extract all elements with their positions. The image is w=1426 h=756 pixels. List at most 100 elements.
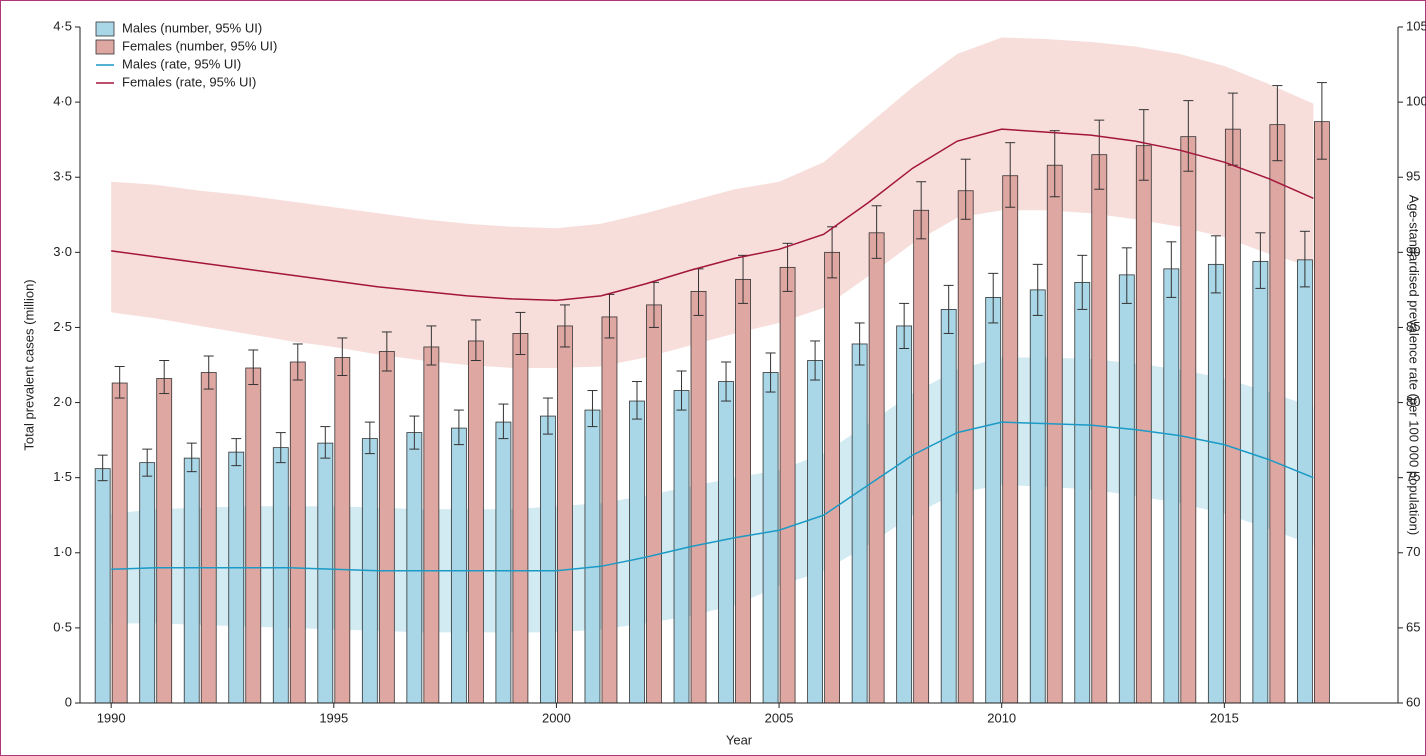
- bar: [289, 361, 306, 704]
- error-bar: [1121, 247, 1132, 304]
- error-bar: [159, 359, 170, 395]
- error-bar: [676, 370, 687, 411]
- error-bar: [97, 454, 108, 482]
- y-tick-label: 1·0: [53, 544, 72, 559]
- bar: [272, 447, 289, 704]
- error-bar: [381, 331, 392, 372]
- error-bar: [1094, 119, 1105, 190]
- bar: [913, 209, 930, 704]
- bar: [512, 333, 529, 704]
- error-bar: [559, 304, 570, 348]
- y-tick-label: 3·0: [53, 244, 72, 259]
- error-bar: [782, 242, 793, 292]
- x-tick-label: 1990: [97, 710, 126, 725]
- y2-tick-label: 70: [1406, 544, 1420, 559]
- error-bar: [1255, 232, 1266, 289]
- x-axis-label: Year: [726, 732, 753, 747]
- bar: [200, 372, 217, 704]
- y-tick-label: 2·0: [53, 394, 72, 409]
- bar: [1074, 281, 1091, 704]
- error-bar: [337, 337, 348, 377]
- bar: [183, 457, 200, 704]
- y2-axis-label: Age-standardised prevalence rate (per 10…: [1407, 195, 1422, 535]
- bar: [1046, 164, 1063, 704]
- error-bar: [186, 442, 197, 473]
- error-bar: [364, 421, 375, 455]
- bar: [94, 468, 111, 704]
- error-bar: [854, 322, 865, 366]
- error-bar: [1316, 82, 1327, 160]
- bar: [406, 432, 423, 704]
- rate-line: [111, 421, 1314, 572]
- y2-tick-label: 90: [1406, 244, 1420, 259]
- uncertainty-band: [111, 37, 1314, 369]
- bar: [584, 409, 601, 704]
- y-axis-label: Total prevalent cases (million): [21, 279, 36, 450]
- bar: [1252, 260, 1269, 704]
- bar: [1296, 259, 1313, 704]
- bar: [1002, 175, 1019, 704]
- bar: [156, 378, 173, 704]
- y2-tick-label: 65: [1406, 619, 1420, 634]
- error-bar: [871, 205, 882, 259]
- bar: [1269, 124, 1286, 704]
- error-bar: [203, 355, 214, 390]
- y-tick-label: 4·0: [53, 94, 72, 109]
- legend-swatch: [95, 39, 115, 55]
- bar: [1029, 289, 1046, 704]
- bar: [985, 296, 1002, 704]
- error-bar: [292, 343, 303, 381]
- error-bar: [721, 361, 732, 402]
- error-bar: [765, 352, 776, 393]
- y-tick-label: 1·5: [53, 469, 72, 484]
- error-bar: [498, 403, 509, 440]
- bar: [228, 451, 245, 704]
- error-bar: [1005, 142, 1016, 208]
- legend-label: Females (rate, 95% UI): [122, 74, 256, 89]
- error-bar: [916, 181, 927, 240]
- bar: [807, 360, 824, 704]
- bar: [467, 340, 484, 704]
- error-bar: [515, 311, 526, 355]
- error-bar: [943, 284, 954, 334]
- y-tick-label: 0: [65, 694, 72, 709]
- error-bar: [453, 409, 464, 446]
- bar: [735, 278, 751, 704]
- bar: [1135, 145, 1152, 704]
- error-bar: [810, 340, 821, 381]
- bar: [1180, 136, 1197, 704]
- y-tick-label: 3·5: [53, 169, 72, 184]
- error-bar: [988, 272, 999, 324]
- error-bar: [1138, 109, 1149, 181]
- error-bar: [1210, 235, 1221, 294]
- bar: [1091, 154, 1108, 704]
- error-bar: [899, 302, 910, 349]
- bar: [540, 415, 556, 704]
- axes: 0 0·5 1·0 1·5 2·0 2·5 3·0 3·5 4·0 4·5 60 65 70 75 80 85…: [53, 18, 1426, 725]
- error-bar: [960, 158, 971, 220]
- bar: [1207, 263, 1224, 704]
- bar: [1118, 274, 1135, 704]
- error-bar: [426, 325, 437, 366]
- y2-tick-label: 80: [1406, 394, 1420, 409]
- bar: [957, 190, 974, 704]
- x-tick-label: 2010: [987, 710, 1016, 725]
- error-bar: [1077, 254, 1088, 310]
- rate-line: [111, 128, 1314, 302]
- bar: [646, 304, 662, 704]
- x-tick-label: 2000: [542, 710, 571, 725]
- bar: [851, 343, 868, 704]
- bar: [245, 367, 262, 704]
- error-bar: [320, 426, 331, 459]
- bar: [495, 421, 512, 704]
- error-bar: [142, 448, 153, 477]
- error-bar: [1183, 100, 1194, 172]
- bar: [450, 427, 467, 704]
- bar: [762, 372, 779, 704]
- bar: [423, 346, 440, 704]
- y2-tick-label: 95: [1406, 169, 1420, 184]
- legend-label: Males (number, 95% UI): [122, 20, 262, 35]
- legend-label: Females (number, 95% UI): [122, 38, 277, 53]
- error-bar: [409, 415, 420, 450]
